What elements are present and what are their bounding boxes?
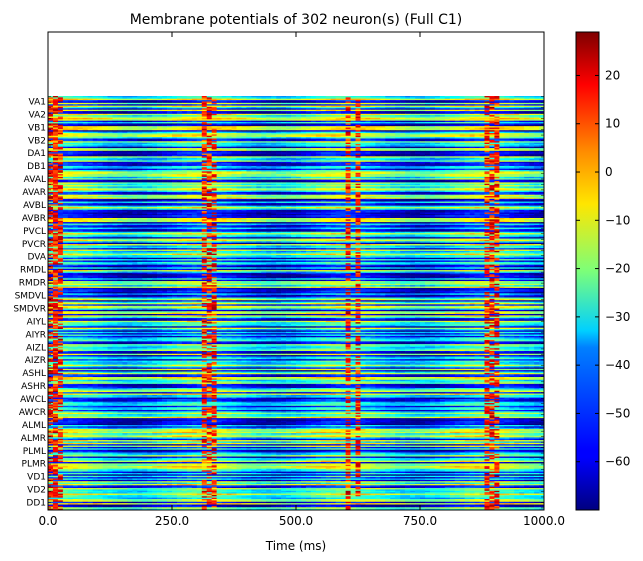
heatmap-rows: [48, 96, 544, 510]
chart-title: Membrane potentials of 302 neuron(s) (Fu…: [130, 12, 463, 28]
plot-area: VA1VA2VB1VB2DA1DB1AVALAVARAVBLAVBRPVCLPV…: [13, 32, 544, 510]
